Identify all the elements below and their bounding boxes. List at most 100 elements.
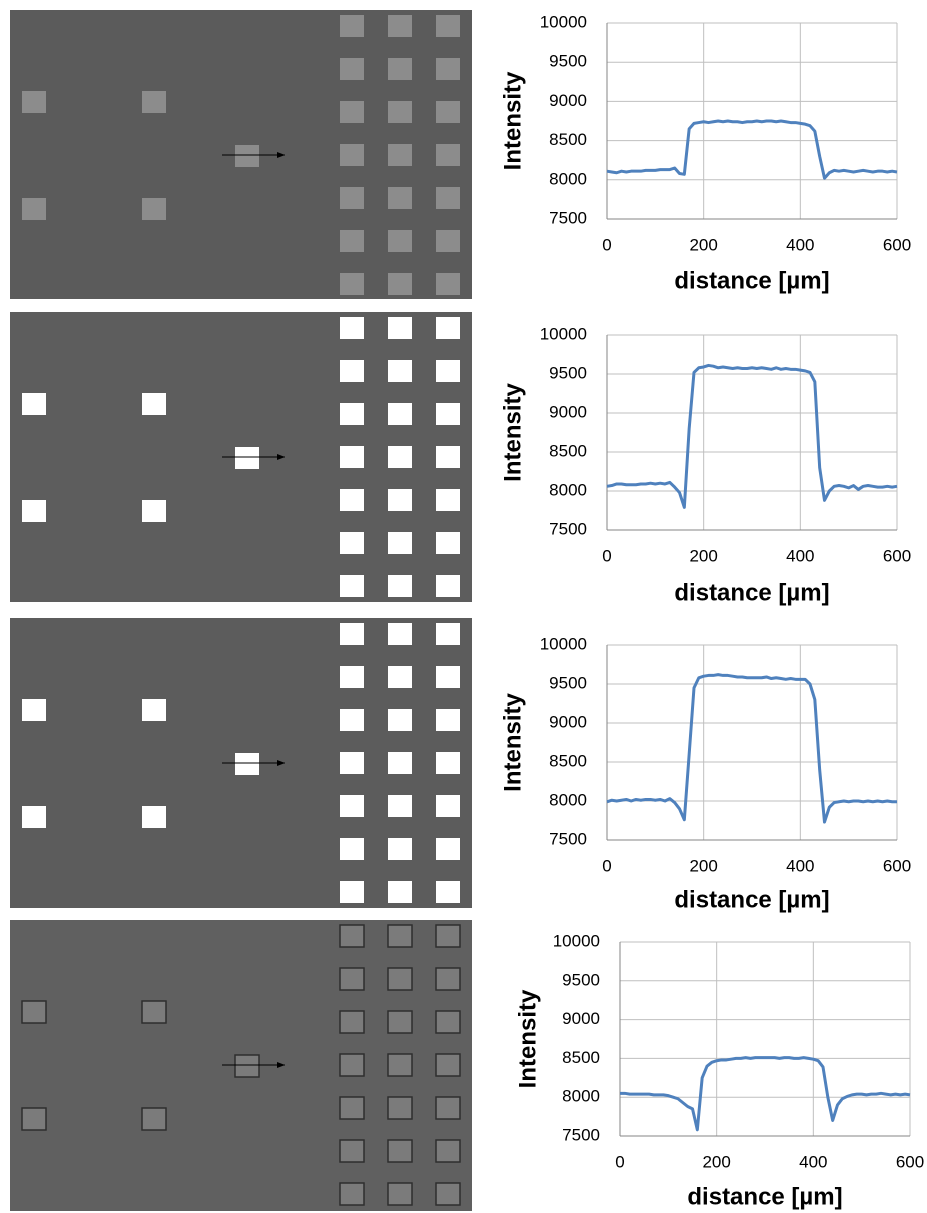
y-tick-label: 9500 xyxy=(549,363,587,382)
pad xyxy=(340,446,364,468)
pad xyxy=(234,1054,260,1078)
pad xyxy=(387,1182,413,1206)
pad xyxy=(387,1096,413,1120)
pad xyxy=(388,230,412,252)
y-tick-label: 7500 xyxy=(562,1125,600,1144)
pad xyxy=(388,187,412,209)
x-tick-label: 600 xyxy=(896,1152,924,1171)
pad xyxy=(388,15,412,37)
pad xyxy=(388,881,412,903)
pad xyxy=(436,752,460,774)
data-line xyxy=(606,363,898,509)
pad xyxy=(388,838,412,860)
pad xyxy=(435,967,461,991)
pad xyxy=(235,447,259,469)
pad xyxy=(340,709,364,731)
pad xyxy=(436,403,460,425)
pad xyxy=(436,489,460,511)
pad xyxy=(388,58,412,80)
pad xyxy=(21,1000,47,1024)
pad xyxy=(436,101,460,123)
pad xyxy=(340,360,364,382)
x-axis-title: distance [µm] xyxy=(674,579,829,606)
pad xyxy=(340,532,364,554)
y-axis-title: Intensity xyxy=(514,989,541,1088)
x-tick-label: 400 xyxy=(786,235,814,254)
x-tick-label: 400 xyxy=(799,1152,827,1171)
y-tick-label: 8000 xyxy=(549,480,587,499)
pad xyxy=(340,101,364,123)
y-tick-label: 9500 xyxy=(549,52,587,71)
pad xyxy=(142,500,166,522)
y-tick-label: 8500 xyxy=(549,130,587,149)
y-tick-label: 9000 xyxy=(549,712,587,731)
pad xyxy=(388,795,412,817)
y-tick-label: 10000 xyxy=(553,931,600,950)
pad xyxy=(340,752,364,774)
pad xyxy=(340,575,364,597)
pad xyxy=(436,317,460,339)
x-tick-label: 200 xyxy=(689,856,717,875)
pad xyxy=(340,838,364,860)
pad xyxy=(22,91,46,113)
pad xyxy=(340,623,364,645)
pad xyxy=(235,753,259,775)
pad xyxy=(340,795,364,817)
pad xyxy=(142,198,166,220)
pad xyxy=(340,230,364,252)
pad xyxy=(339,1182,365,1206)
pad xyxy=(22,806,46,828)
pad xyxy=(436,623,460,645)
pad xyxy=(388,273,412,295)
y-tick-label: 10000 xyxy=(540,12,587,31)
pad xyxy=(435,924,461,948)
pad xyxy=(340,58,364,80)
x-tick-label: 200 xyxy=(689,546,717,565)
x-tick-label: 400 xyxy=(786,856,814,875)
pad xyxy=(387,1053,413,1077)
pad xyxy=(388,144,412,166)
y-tick-label: 8500 xyxy=(549,751,587,770)
pad xyxy=(340,273,364,295)
pad xyxy=(388,575,412,597)
pad xyxy=(388,489,412,511)
pad xyxy=(340,666,364,688)
pad xyxy=(388,752,412,774)
pad xyxy=(436,230,460,252)
pad xyxy=(388,532,412,554)
x-tick-label: 0 xyxy=(602,856,611,875)
pad xyxy=(436,666,460,688)
x-axis-title: distance [µm] xyxy=(674,886,829,913)
pad xyxy=(436,58,460,80)
pad xyxy=(141,1107,167,1131)
pad xyxy=(388,709,412,731)
pad xyxy=(436,795,460,817)
pad xyxy=(339,1053,365,1077)
y-tick-label: 10000 xyxy=(540,634,587,653)
pad xyxy=(141,1000,167,1024)
y-tick-label: 7500 xyxy=(549,829,587,848)
x-axis-title: distance [µm] xyxy=(674,267,829,294)
pad xyxy=(142,699,166,721)
pad xyxy=(435,1010,461,1034)
x-tick-label: 600 xyxy=(883,235,911,254)
pad xyxy=(340,403,364,425)
pad xyxy=(436,273,460,295)
pad xyxy=(142,393,166,415)
y-tick-label: 9000 xyxy=(549,91,587,110)
pad xyxy=(436,575,460,597)
y-tick-label: 9000 xyxy=(562,1009,600,1028)
pad xyxy=(436,532,460,554)
pad xyxy=(21,1107,47,1131)
micrograph xyxy=(10,312,472,602)
x-axis-title: distance [µm] xyxy=(687,1183,842,1210)
x-tick-label: 200 xyxy=(702,1152,730,1171)
pad xyxy=(436,446,460,468)
pad xyxy=(22,198,46,220)
pad xyxy=(388,101,412,123)
x-tick-label: 400 xyxy=(786,546,814,565)
y-tick-label: 8000 xyxy=(562,1087,600,1106)
micrograph xyxy=(10,920,472,1211)
pad xyxy=(388,623,412,645)
